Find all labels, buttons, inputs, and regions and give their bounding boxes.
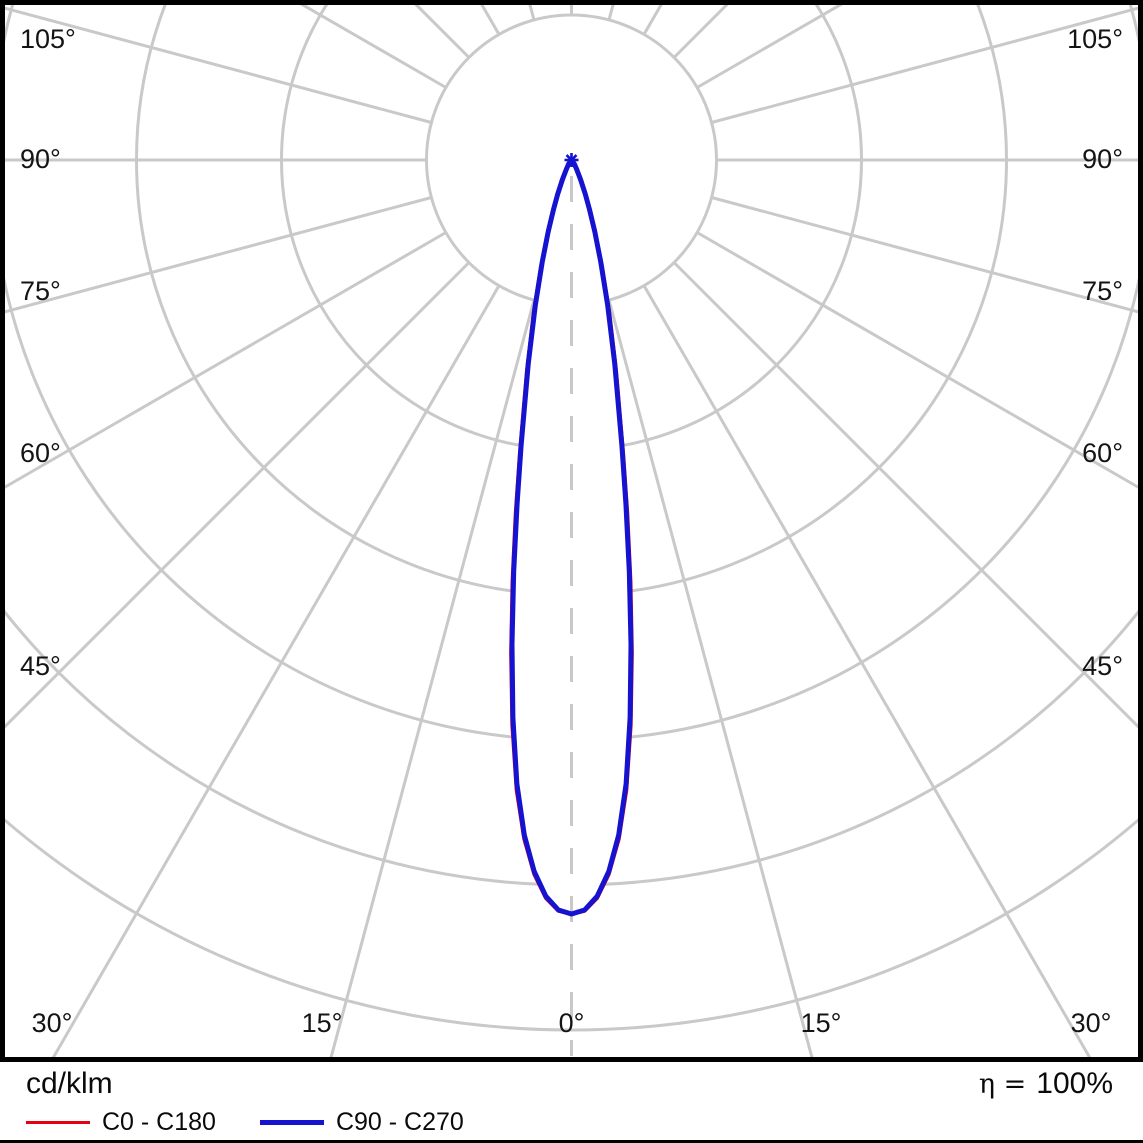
- angle-labels: 0° 15° 15° 30° 30° 45° 45° 60° 60° 75° 75° 90° 90° 10…: [20, 24, 1123, 1038]
- series-c90-c270-curve: [509, 157, 634, 917]
- angle-label-right: 90°: [1082, 144, 1123, 174]
- angle-label-right: 45°: [1082, 651, 1123, 681]
- angle-label-left: 105°: [20, 24, 76, 54]
- angle-label-left: 60°: [20, 438, 61, 468]
- angle-label-left: 90°: [20, 144, 61, 174]
- grid-radial-line: [329, 299, 536, 1057]
- angle-label-right: 105°: [1067, 24, 1123, 54]
- grid-radial-line: [51, 284, 501, 1057]
- angle-label-bottom: 15°: [801, 1008, 842, 1038]
- grid-radial-line: [642, 284, 1092, 1057]
- grid-radial-line: [711, 196, 1138, 314]
- legend-item-c90-c270: C90 - C270: [259, 1108, 464, 1136]
- grid-radial-line: [5, 261, 471, 729]
- center-star-marker: [564, 153, 579, 167]
- legend-swatch-c90-c270: [259, 1119, 324, 1125]
- unit-label: cd/klm: [26, 1067, 113, 1100]
- grid-radial-line: [696, 231, 1138, 489]
- efficiency-label: η = 100%: [979, 1067, 1117, 1102]
- angle-label-right: 60°: [1082, 438, 1123, 468]
- legend-label-c90-c270: C90 - C270: [335, 1108, 464, 1136]
- grid-radial-line: [5, 6, 432, 124]
- legend-swatch-c0-c180: [26, 1120, 90, 1124]
- eta-symbol: η =: [978, 1069, 1027, 1100]
- angle-label-right: 75°: [1082, 276, 1123, 306]
- footer-row: cd/klm η = 100%: [26, 1067, 1117, 1102]
- legend: C0 - C180 C90 - C270: [26, 1106, 1117, 1138]
- polar-chart: 0° 15° 15° 30° 30° 45° 45° 60° 60° 75° 75° 90° 90° 10…: [0, 0, 1143, 1062]
- angle-label-left: 75°: [20, 276, 61, 306]
- angle-label-bottom: 30°: [1071, 1008, 1112, 1038]
- grid-radial-line: [5, 196, 432, 314]
- legend-label-c0-c180: C0 - C180: [102, 1108, 216, 1136]
- grid-ring: [5, 818, 1138, 1032]
- angle-label-bottom: 30°: [32, 1008, 73, 1038]
- angle-label-left: 45°: [20, 651, 61, 681]
- legend-item-c0-c180: C0 - C180: [26, 1109, 216, 1135]
- angle-label-bottom: 15°: [302, 1008, 343, 1038]
- grid-radial-line: [607, 299, 814, 1057]
- chart-footer: cd/klm η = 100% C0 - C180 C90 - C270: [0, 1062, 1143, 1143]
- angle-label-bottom: 0°: [559, 1008, 585, 1038]
- eta-value: 100%: [1036, 1067, 1113, 1100]
- plot-border: [0, 0, 1143, 1062]
- grid-radial-line: [672, 261, 1138, 729]
- grid-radial-line: [5, 231, 447, 489]
- grid-radial-line: [711, 6, 1138, 124]
